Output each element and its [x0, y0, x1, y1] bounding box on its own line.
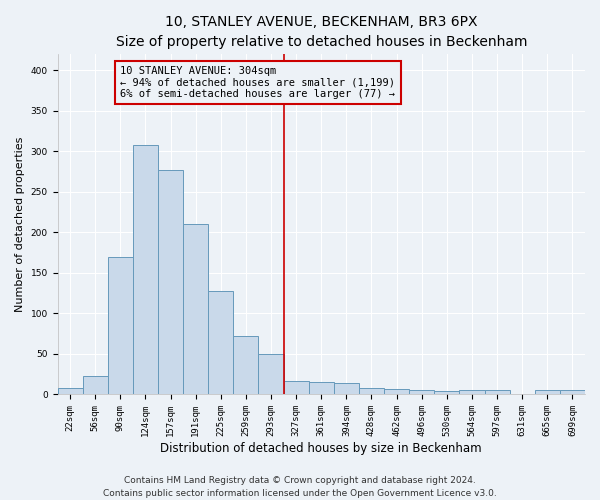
Bar	[58, 388, 83, 394]
Bar	[208, 292, 233, 395]
Bar	[384, 389, 409, 394]
Bar	[309, 382, 334, 394]
X-axis label: Distribution of detached houses by size in Beckenham: Distribution of detached houses by size …	[160, 442, 482, 455]
Bar	[233, 336, 259, 394]
Text: Contains HM Land Registry data © Crown copyright and database right 2024.
Contai: Contains HM Land Registry data © Crown c…	[103, 476, 497, 498]
Bar	[259, 354, 284, 395]
Bar	[560, 390, 585, 394]
Bar	[158, 170, 183, 394]
Bar	[460, 390, 485, 394]
Bar	[284, 382, 309, 394]
Bar	[359, 388, 384, 394]
Y-axis label: Number of detached properties: Number of detached properties	[15, 136, 25, 312]
Bar	[83, 376, 108, 394]
Bar	[133, 144, 158, 394]
Bar	[108, 256, 133, 394]
Bar	[334, 383, 359, 394]
Bar	[409, 390, 434, 394]
Title: 10, STANLEY AVENUE, BECKENHAM, BR3 6PX
Size of property relative to detached hou: 10, STANLEY AVENUE, BECKENHAM, BR3 6PX S…	[116, 15, 527, 48]
Bar	[434, 391, 460, 394]
Bar	[485, 390, 509, 394]
Text: 10 STANLEY AVENUE: 304sqm
← 94% of detached houses are smaller (1,199)
6% of sem: 10 STANLEY AVENUE: 304sqm ← 94% of detac…	[121, 66, 395, 99]
Bar	[535, 390, 560, 394]
Bar	[183, 224, 208, 394]
